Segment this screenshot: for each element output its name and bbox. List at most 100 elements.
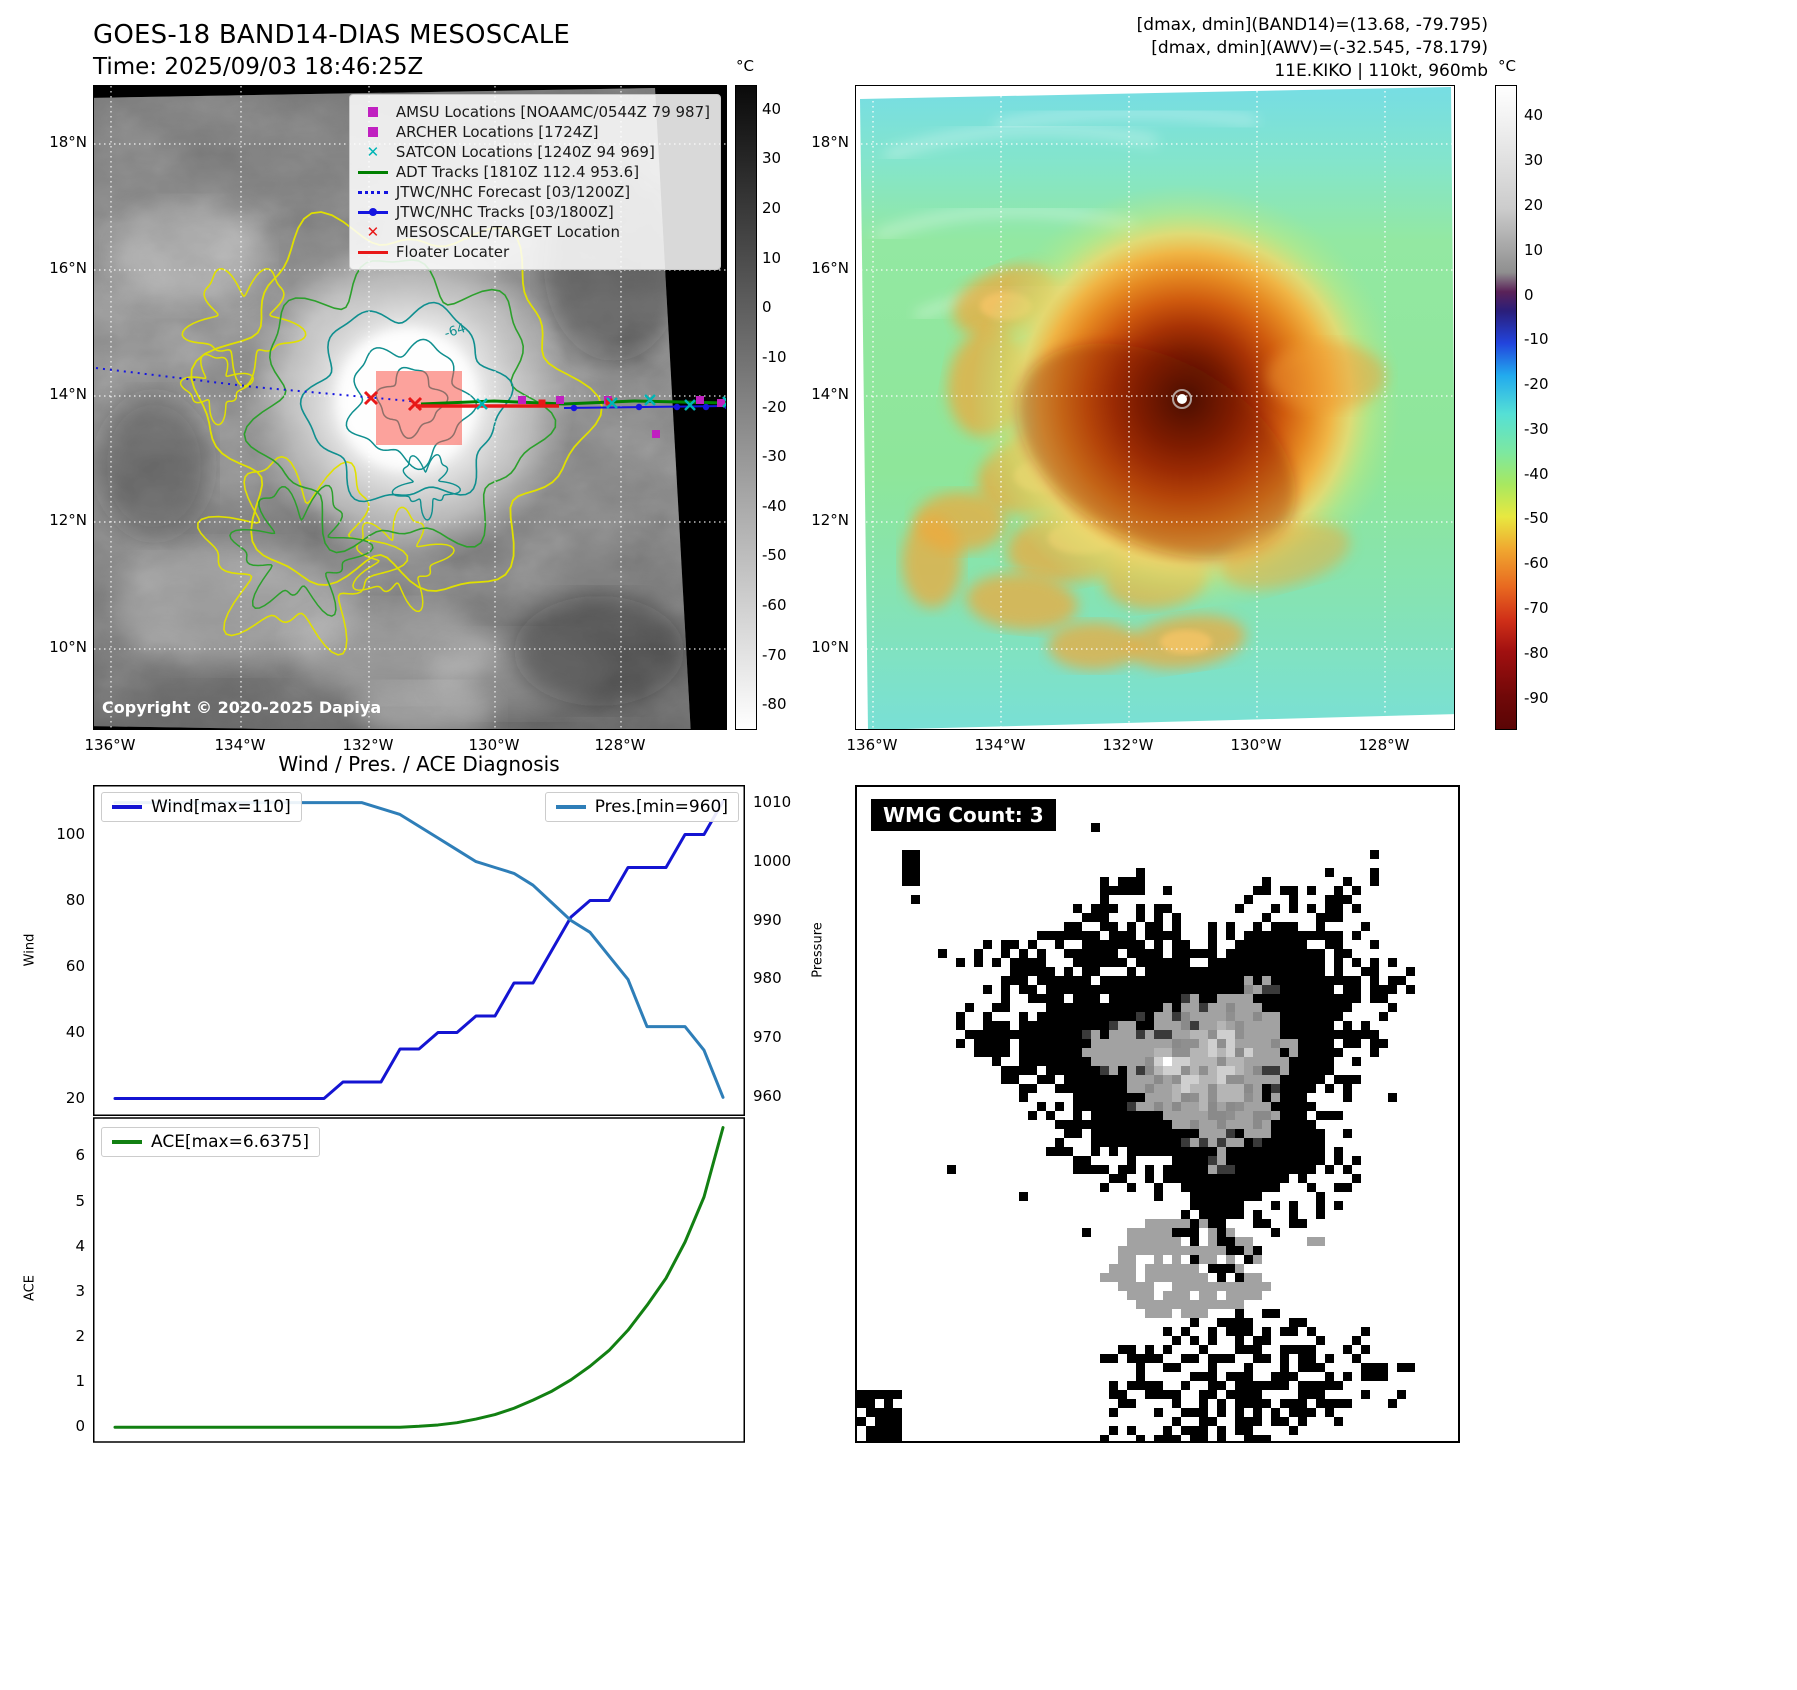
lat-tick-label: 16°N <box>811 259 849 277</box>
map-legend: AMSU Locations [NOAAMC/0544Z 79 987] ARCH… <box>348 94 721 270</box>
legend-item-label: ARCHER Locations [1724Z] <box>395 123 599 141</box>
legend-item-label: JTWC/NHC Forecast [03/1200Z] <box>395 183 631 201</box>
colorbar-tick-label: 20 <box>1524 195 1544 214</box>
jtwc-track-line <box>563 405 726 409</box>
colorbar-tick-label: 20 <box>762 199 782 218</box>
colorbar-tick-label: -30 <box>1524 419 1549 438</box>
colorbar-tick-label: -70 <box>1524 599 1549 618</box>
wind-pressure-ace-charts <box>93 785 745 1443</box>
ace-line <box>113 1126 725 1429</box>
colorbar-tick-label: -20 <box>1524 375 1549 394</box>
wind-tick-label: 80 <box>65 890 85 909</box>
ir-colorbar <box>1495 85 1517 730</box>
wind-legend: Wind[max=110] <box>101 792 302 822</box>
colorbar-tick-label: -60 <box>762 596 787 614</box>
lat-tick-label: 18°N <box>811 133 849 151</box>
colorbar-tick-label: 40 <box>1524 106 1544 125</box>
colorbar-tick-label: 40 <box>762 99 782 118</box>
lon-tick-label: 130°W <box>468 736 520 754</box>
wind-tick-label: 60 <box>65 956 85 975</box>
left-header: GOES-18 BAND14-DIAS MESOSCALE Time: 2025… <box>93 20 570 80</box>
ace-tick-label: 6 <box>75 1146 85 1165</box>
ace-tick-label: 5 <box>75 1191 85 1210</box>
colorbar-tick-label: -40 <box>1524 464 1549 483</box>
colorbar-tick-label: -10 <box>1524 330 1549 349</box>
pressure-tick-label: 1000 <box>753 851 792 870</box>
legend-item: JTWC/NHC Tracks [03/1800Z] <box>356 202 710 222</box>
lat-tick-label: 16°N <box>49 259 87 277</box>
diagnosis-charts-panel <box>93 785 745 1443</box>
colorbar-tick-label: -80 <box>762 695 787 714</box>
colorbar-tick-label: 30 <box>762 149 782 168</box>
lon-tick-label: 132°W <box>1102 736 1154 754</box>
lat-tick-label: 14°N <box>49 385 87 403</box>
wind-tick-label: 20 <box>65 1088 85 1107</box>
ace-legend-label: ACE[max=6.6375] <box>151 1132 309 1152</box>
wmg-count-label: WMG Count: 3 <box>871 799 1056 831</box>
lon-tick-label: 132°W <box>342 736 394 754</box>
legend-dotted-icon <box>356 190 390 194</box>
wind-axis-label: Wind <box>22 933 38 967</box>
pressure-tick-label: 990 <box>753 910 782 929</box>
hurricane-eye <box>1177 394 1187 404</box>
legend-line-dot-icon <box>356 207 390 216</box>
lon-tick-label: 128°W <box>1358 736 1410 754</box>
colorbar-tick-label: -40 <box>762 496 787 515</box>
lat-tick-label: 12°N <box>811 511 849 529</box>
legend-item: Floater Locater <box>356 242 710 262</box>
legend-item-label: Floater Locater <box>395 243 510 261</box>
colorbar-tick-label: -50 <box>762 546 787 565</box>
wind-tick-label: 40 <box>65 1022 85 1041</box>
colorbar-tick-label: 10 <box>762 248 782 267</box>
wmg-pixel-image <box>857 823 1415 1441</box>
latlon-gridlines <box>860 87 1454 729</box>
wind-tick-label: 100 <box>56 824 85 843</box>
enhanced-ir-panel <box>855 85 1455 730</box>
colorbar-tick-label: -20 <box>762 397 787 416</box>
wind-legend-label: Wind[max=110] <box>151 797 291 817</box>
colorbar-tick-label: -90 <box>1524 688 1549 707</box>
ace-legend: ACE[max=6.6375] <box>101 1127 320 1157</box>
lon-tick-label: 134°W <box>974 736 1026 754</box>
lat-tick-label: 10°N <box>49 638 87 656</box>
ace-line-icon <box>112 1140 142 1144</box>
lat-tick-label: 14°N <box>811 385 849 403</box>
legend-item: ✕ MESOSCALE/TARGET Location <box>356 222 710 242</box>
legend-square-icon <box>356 107 390 117</box>
ace-tick-label: 2 <box>75 1326 85 1345</box>
pressure-legend: Pres.[min=960] <box>544 792 739 822</box>
ace-tick-label: 3 <box>75 1281 85 1300</box>
colorbar-tick-label: -10 <box>762 347 787 366</box>
pressure-tick-label: 970 <box>753 1028 782 1047</box>
ir-swath <box>860 87 1454 729</box>
ace-tick-label: 4 <box>75 1236 85 1255</box>
colorbar-tick-label: -80 <box>1524 643 1549 662</box>
colorbar-tick-label: -70 <box>762 645 787 664</box>
ace-tick-label: 0 <box>75 1417 85 1436</box>
lon-tick-label: 128°W <box>594 736 646 754</box>
right-header: [dmax, dmin](BAND14)=(13.68, -79.795) [d… <box>1137 14 1488 83</box>
colorbar-tick-label: 10 <box>1524 240 1544 259</box>
lon-tick-label: 136°W <box>846 736 898 754</box>
legend-square-icon <box>356 127 390 137</box>
wind-line-icon <box>112 805 142 809</box>
wind-line <box>113 800 725 1100</box>
track-markers <box>95 367 726 445</box>
legend-item-label: JTWC/NHC Tracks [03/1800Z] <box>395 203 614 221</box>
legend-item: ARCHER Locations [1724Z] <box>356 122 710 142</box>
ace-tick-label: 1 <box>75 1372 85 1391</box>
right-colorbar-unit: °C <box>1498 57 1516 75</box>
colorbar-tick-label: -60 <box>1524 554 1549 573</box>
legend-item: ✕ SATCON Locations [1240Z 94 969] <box>356 142 710 162</box>
colorbar-tick-label: -30 <box>762 447 787 466</box>
colorbar-tick-label: 30 <box>1524 151 1544 170</box>
colorbar-tick-label: 0 <box>762 298 772 317</box>
timestamp: Time: 2025/09/03 18:46:25Z <box>93 54 424 80</box>
dmax-dmin-awv: [dmax, dmin](AWV)=(-32.545, -78.179) <box>1151 38 1488 58</box>
legend-item-label: MESOSCALE/TARGET Location <box>395 223 620 241</box>
colorbar-tick-label: 0 <box>1524 285 1534 304</box>
lat-tick-label: 18°N <box>49 133 87 151</box>
dmax-dmin-band14: [dmax, dmin](BAND14)=(13.68, -79.795) <box>1136 15 1488 35</box>
legend-item: ADT Tracks [1810Z 112.4 953.6] <box>356 162 710 182</box>
